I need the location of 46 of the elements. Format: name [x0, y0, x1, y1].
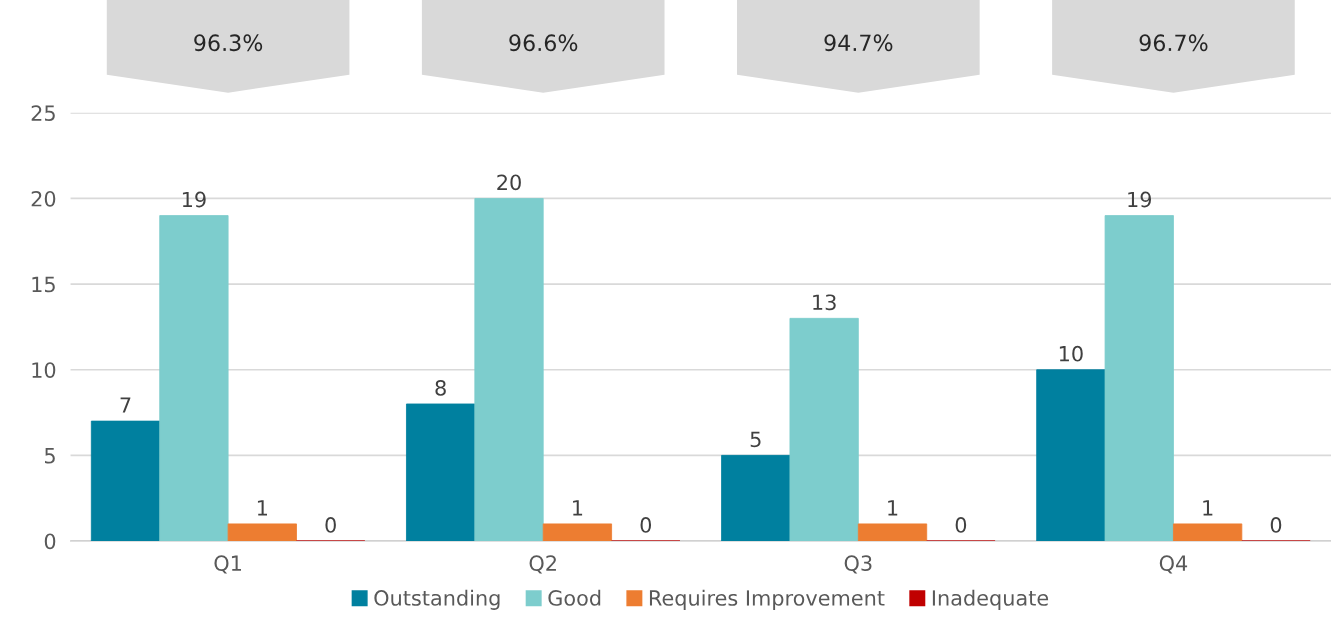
legend-label: Outstanding — [374, 589, 500, 610]
bar — [474, 198, 544, 541]
data-label: 1 — [257, 500, 267, 516]
text: 94.7% — [824, 34, 893, 52]
x-tick-label: Q3 — [844, 555, 872, 574]
x-tick-label: Q2 — [529, 555, 556, 574]
data-label: 13 — [813, 294, 836, 311]
legend-label: Good — [548, 589, 601, 606]
bar — [857, 523, 928, 541]
data-label: 0 — [955, 517, 967, 533]
bar — [1104, 215, 1174, 541]
data-label: 19 — [182, 191, 206, 208]
text: 96.7% — [1139, 34, 1208, 52]
data-label: 19 — [1128, 191, 1152, 208]
x-tick-label: Q1 — [214, 555, 241, 574]
bar — [1173, 523, 1243, 541]
bar — [542, 523, 613, 541]
bar — [159, 215, 229, 541]
data-label: 20 — [497, 174, 521, 191]
bar — [90, 420, 161, 541]
legend-label: Inadequate — [932, 589, 1049, 610]
data-label: 8 — [435, 380, 446, 396]
data-label: 1 — [1203, 500, 1213, 516]
bar — [406, 403, 476, 541]
y-tick-label: 10 — [32, 362, 56, 378]
y-tick-label: 5 — [45, 448, 55, 464]
data-label: 0 — [325, 517, 336, 533]
text: 96.6% — [509, 34, 578, 52]
data-label: 7 — [120, 397, 131, 413]
bar — [789, 317, 859, 541]
data-label: 1 — [573, 500, 583, 516]
y-tick-label: 25 — [31, 105, 55, 122]
data-label: 1 — [888, 500, 898, 516]
text: 96.3% — [194, 34, 263, 52]
x-tick-label: Q4 — [1159, 555, 1188, 574]
y-tick-label: 0 — [44, 533, 56, 550]
data-label: 10 — [1059, 345, 1083, 362]
data-label: 5 — [750, 431, 761, 448]
bar — [227, 523, 297, 541]
legend-label: Requires Improvement — [649, 589, 885, 610]
data-label: 0 — [640, 517, 652, 533]
bar — [1036, 369, 1106, 541]
y-tick-label: 15 — [32, 276, 55, 293]
y-tick-label: 20 — [31, 190, 56, 207]
data-label: 0 — [1270, 517, 1282, 533]
bar — [721, 454, 791, 541]
